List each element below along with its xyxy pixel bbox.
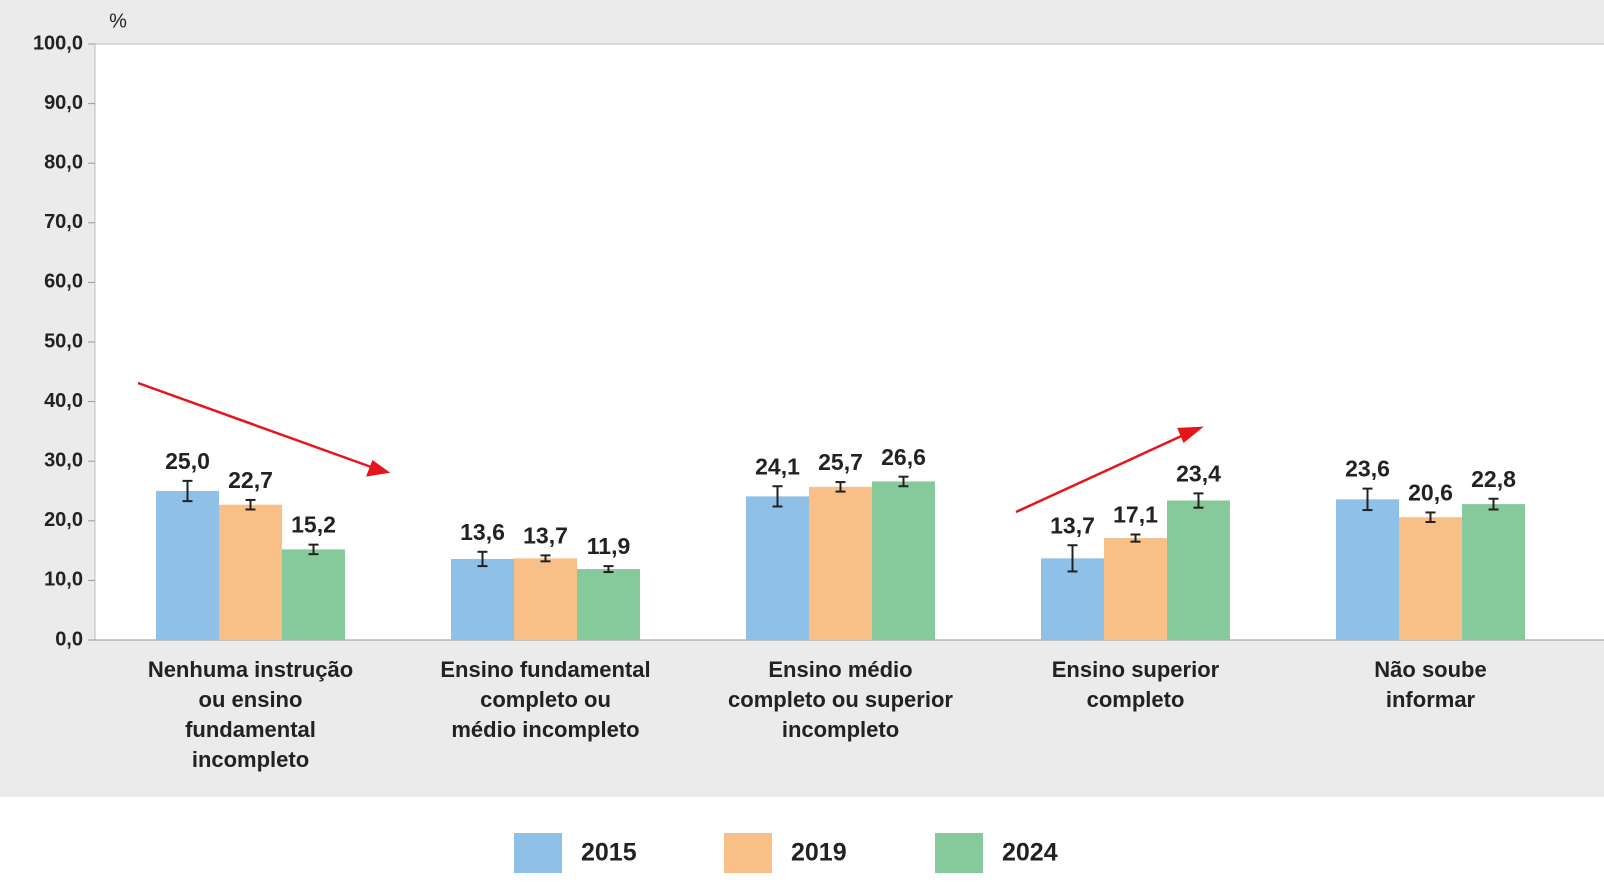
bar [282,549,345,640]
error-bar [1425,511,1436,523]
error-bar [308,543,319,556]
annotation-arrows [137,381,1204,514]
y-tick-label: 90,0 [44,92,83,114]
value-label: 23,4 [1176,460,1221,486]
value-label: 26,6 [881,444,926,470]
error-bar [772,485,783,508]
error-bar [1362,487,1373,512]
x-tick-label: Nenhuma instrução [148,657,353,682]
bar [1104,538,1167,640]
value-label: 11,9 [587,533,631,559]
arrow-head [366,460,391,477]
value-label: 13,7 [1050,512,1095,538]
value-label: 15,2 [291,512,336,538]
bar [577,569,640,640]
y-tick-label: 40,0 [44,390,83,412]
x-tick-label: médio incompleto [451,717,639,742]
error-bar [540,554,551,563]
value-label: 22,8 [1471,466,1516,492]
error-bar [477,550,488,568]
value-label: 25,7 [818,449,863,475]
bar [219,504,282,640]
bar [1462,504,1525,640]
value-label: 24,1 [755,453,800,479]
error-bar [182,479,193,503]
y-tick-label: 70,0 [44,211,83,233]
arrow [137,381,375,470]
x-tick-label: fundamental [185,717,316,742]
y-tick-label: 100,0 [33,32,83,54]
x-tick-label: Ensino médio [768,657,912,682]
y-tick-label: 30,0 [44,449,83,471]
value-label: 13,6 [460,519,505,545]
y-axis-label: % [109,10,127,32]
bar [1336,499,1399,640]
bar [746,496,809,640]
y-tick-label: 50,0 [44,330,83,352]
error-bar [1130,533,1141,543]
value-label: 20,6 [1408,480,1453,506]
legend-label: 2024 [1002,839,1058,867]
x-tick-label: ou ensino [199,687,303,712]
bar [156,491,219,640]
x-tick-label: completo ou superior [728,687,953,712]
error-bar [245,498,256,511]
legend-swatch [935,833,983,873]
x-tick-label: informar [1386,687,1476,712]
value-label: 22,7 [228,467,273,493]
arrow-head [1177,426,1204,444]
error-bar [1067,544,1078,573]
x-tick-label: completo [1087,687,1185,712]
value-label: 17,1 [1113,502,1158,528]
bar [872,481,935,640]
x-tick-label: Não soube [1374,657,1486,682]
y-tick-label: 0,0 [55,628,83,650]
x-tick-label: incompleto [192,747,309,772]
y-tick-label: 60,0 [44,271,83,293]
x-tick-label: Ensino fundamental [440,657,650,682]
x-tick-label: incompleto [782,717,899,742]
value-label: 25,0 [165,448,210,474]
y-tick-label: 10,0 [44,569,83,591]
value-label: 23,6 [1345,456,1390,482]
arrow [1015,431,1189,514]
error-bar [898,475,909,488]
bar [514,558,577,640]
error-bar [1488,497,1499,511]
error-bar [835,481,846,493]
x-tick-label: completo ou [480,687,611,712]
bar [1167,500,1230,640]
value-label: 13,7 [523,522,568,548]
x-tick-label: Ensino superior [1052,657,1220,682]
bar [809,486,872,640]
error-bar [603,565,614,574]
legend-swatch [724,833,772,873]
legend-swatch [514,833,562,873]
y-tick-label: 20,0 [44,509,83,531]
y-tick-label: 80,0 [44,151,83,173]
legend-label: 2019 [791,839,847,867]
legend-label: 2015 [581,839,637,867]
bar [451,558,514,640]
error-bar [1193,492,1204,509]
bar [1399,517,1462,640]
